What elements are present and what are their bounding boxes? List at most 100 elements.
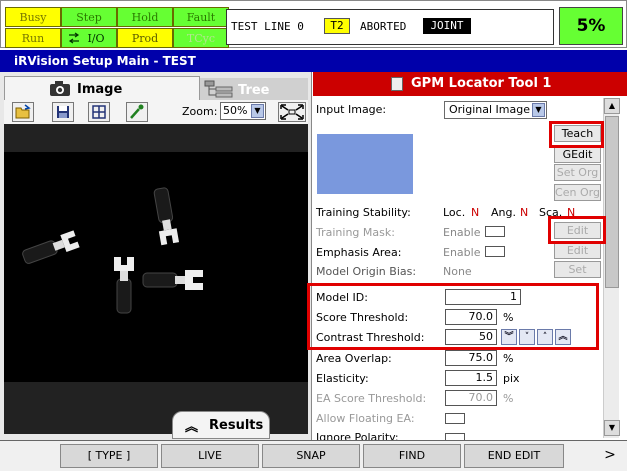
ang-value: N (520, 206, 529, 219)
score-threshold-field[interactable]: 70.0 (445, 309, 497, 325)
open-button[interactable] (12, 102, 34, 122)
score-threshold-unit: % (503, 311, 514, 324)
camera-icon (50, 81, 70, 96)
loc-label: Loc. (443, 206, 466, 219)
elasticity-field[interactable]: 1.5 (445, 370, 497, 386)
tab-tree[interactable]: Tree (200, 78, 308, 100)
dropper-icon (130, 104, 144, 119)
prod-indicator: Prod (117, 28, 173, 48)
training-mask-label: Training Mask: (316, 226, 395, 239)
elasticity-unit: pix (503, 372, 520, 385)
sca-value: N (567, 206, 576, 219)
emphasis-area-label: Emphasis Area: (316, 246, 402, 259)
f1-type-button[interactable]: [ TYPE ] (60, 444, 158, 468)
training-mask-edit-button[interactable]: Edit (554, 222, 601, 239)
ang-label: Ang. (491, 206, 516, 219)
status-line: TEST LINE 0 T2 ABORTED JOINT (226, 9, 554, 45)
elasticity-label: Elasticity: (316, 372, 369, 385)
fit-window-icon (280, 104, 304, 120)
area-overlap-label: Area Overlap: (316, 352, 392, 365)
program-state: ABORTED (360, 20, 407, 33)
teach-button[interactable]: Teach (554, 125, 601, 142)
ea-score-threshold-label: EA Score Threshold: (316, 392, 427, 405)
model-origin-bias-set-button[interactable]: Set (554, 261, 601, 278)
window-title: iRVision Setup Main - TEST (0, 50, 627, 72)
emphasis-area-enable-label: Enable (443, 246, 481, 259)
training-stability-label: Training Stability: (316, 206, 411, 219)
function-key-bar: [ TYPE ] LIVE SNAP FIND END EDIT > (0, 440, 627, 471)
input-image-select[interactable]: Original Image ▼ (444, 101, 547, 119)
tab-image[interactable]: Image (4, 76, 200, 100)
contrast-threshold-label: Contrast Threshold: (316, 331, 425, 344)
tool-icon (391, 77, 403, 91)
open-folder-icon (15, 104, 31, 119)
tree-icon (204, 80, 233, 98)
model-id-label: Model ID: (316, 291, 368, 304)
camera-image-view[interactable] (4, 124, 308, 434)
chevron-down-button[interactable]: ˅ (519, 329, 535, 345)
io-indicator: I/O (61, 28, 117, 48)
f2-live-button[interactable]: LIVE (161, 444, 259, 468)
coord-badge: JOINT (423, 18, 471, 34)
ignore-polarity-label: Ignore Polarity: (316, 431, 399, 440)
double-chevron-up-icon: ︽ (185, 420, 199, 435)
save-button[interactable] (52, 102, 74, 122)
zoom-label: Zoom: (182, 105, 218, 118)
run-indicator: Run (5, 28, 61, 48)
area-overlap-field[interactable]: 75.0 (445, 350, 497, 366)
f5-end-edit-button[interactable]: END EDIT (464, 444, 564, 468)
chevron-down-icon: ▼ (532, 103, 545, 117)
model-origin-bias-value: None (443, 265, 472, 278)
gedit-button[interactable]: GEdit (554, 146, 601, 163)
training-mask-checkbox[interactable] (485, 226, 505, 237)
f4-find-button[interactable]: FIND (363, 444, 461, 468)
hold-indicator: Hold (117, 7, 173, 27)
fit-window-button[interactable] (278, 102, 306, 122)
cen-org-button[interactable]: Cen Org (554, 184, 601, 201)
contrast-threshold-field[interactable]: 50 (445, 329, 497, 345)
tool-header: GPM Locator Tool 1 (313, 72, 627, 96)
override-percent[interactable]: 5% (559, 7, 623, 45)
results-label: Results (209, 418, 264, 433)
zoom-select[interactable]: 50% ▼ (220, 102, 266, 120)
status-strip: Busy Step Hold Fault Run I/O Prod TCyc T… (0, 0, 627, 48)
ea-score-threshold-unit: % (503, 392, 514, 405)
io-label: I/O (87, 32, 105, 45)
model-id-field[interactable]: 1 (445, 289, 521, 305)
grid-button[interactable] (88, 102, 110, 122)
results-tab[interactable]: ︽ Results (172, 411, 270, 439)
score-threshold-label: Score Threshold: (316, 311, 409, 324)
f3-snap-button[interactable]: SNAP (262, 444, 360, 468)
step-indicator: Step (61, 7, 117, 27)
scroll-thumb[interactable] (605, 116, 619, 288)
scroll-down-icon[interactable]: ▼ (604, 420, 620, 436)
emphasis-area-edit-button[interactable]: Edit (554, 242, 601, 259)
double-chevron-down-button[interactable]: ︾ (501, 329, 517, 345)
emphasis-area-checkbox[interactable] (485, 246, 505, 257)
tool-settings-pane: GPM Locator Tool 1 Input Image: Original… (307, 72, 627, 440)
model-preview (317, 134, 413, 194)
model-origin-bias-label: Model Origin Bias: (316, 265, 417, 278)
area-overlap-unit: % (503, 352, 514, 365)
fault-indicator: Fault (173, 7, 229, 27)
task-badge: T2 (324, 18, 350, 34)
input-image-value: Original Image (449, 103, 530, 116)
tcyc-indicator: TCyc (173, 28, 229, 48)
chevron-up-button[interactable]: ˄ (537, 329, 553, 345)
image-pane: Image Tree (0, 72, 312, 440)
save-icon (57, 106, 69, 118)
tab-image-label: Image (77, 82, 123, 97)
busy-indicator: Busy (5, 7, 61, 27)
io-arrows-icon (68, 32, 80, 44)
allow-floating-ea-checkbox[interactable] (445, 413, 465, 424)
settings-scrollbar[interactable]: ▲ ▼ (603, 98, 620, 438)
scroll-up-icon[interactable]: ▲ (604, 98, 620, 114)
set-org-button[interactable]: Set Org (554, 164, 601, 181)
allow-floating-ea-label: Allow Floating EA: (316, 412, 415, 425)
ea-score-threshold-field[interactable]: 70.0 (445, 390, 497, 406)
input-image-label: Input Image: (316, 103, 387, 116)
dropper-button[interactable] (126, 102, 148, 122)
next-page-button[interactable]: > (604, 447, 616, 463)
double-chevron-up-button[interactable]: ︽ (555, 329, 571, 345)
ignore-polarity-checkbox[interactable] (445, 433, 465, 440)
